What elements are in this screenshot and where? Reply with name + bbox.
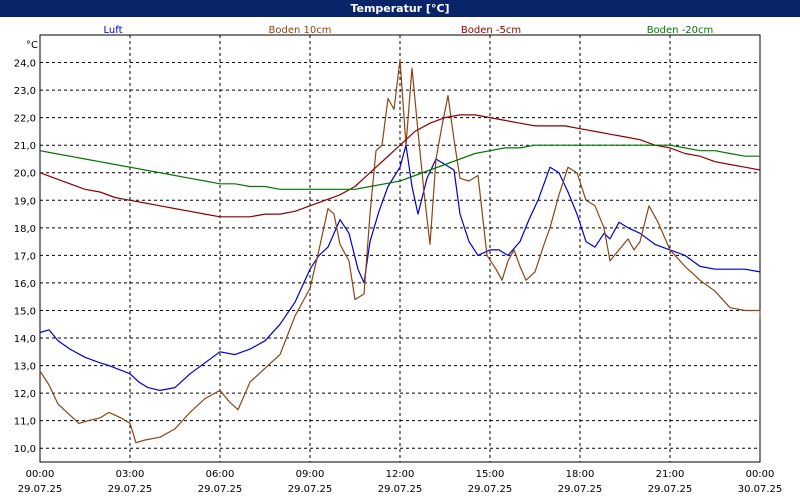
x-tick-date: 29.07.25 [288, 484, 333, 495]
y-tick-label: 18,0 [14, 224, 36, 235]
legend-entry-2: Boden 10cm [269, 25, 332, 36]
x-tick-time: 03:00 [116, 469, 145, 480]
y-tick-label: 20,0 [14, 169, 36, 180]
legend-entry-3: Boden -5cm [461, 25, 521, 36]
x-tick-date: 30.07.25 [738, 484, 783, 495]
legend-entry-4: Boden -20cm [647, 25, 714, 36]
x-tick-date: 29.07.25 [198, 484, 243, 495]
x-tick-date: 29.07.25 [468, 484, 513, 495]
y-axis-unit: °C [26, 40, 38, 51]
x-tick-time: 00:00 [746, 469, 775, 480]
window-title: Temperatur [°C] [0, 0, 800, 17]
x-tick-date: 29.07.25 [558, 484, 603, 495]
y-tick-label: 22,0 [14, 114, 36, 125]
y-tick-label: 13,0 [14, 362, 36, 373]
y-tick-label: 24,0 [14, 59, 36, 70]
x-tick-date: 29.07.25 [648, 484, 693, 495]
y-tick-label: 23,0 [14, 86, 36, 97]
x-tick-time: 18:00 [566, 469, 595, 480]
x-tick-date: 29.07.25 [108, 484, 153, 495]
y-tick-label: 15,0 [14, 306, 36, 317]
x-tick-time: 21:00 [656, 469, 685, 480]
y-tick-label: 12,0 [14, 389, 36, 400]
series-line-4 [39, 144, 760, 190]
series-line-3 [39, 114, 761, 218]
legend-entry-1: Luft [104, 25, 123, 36]
x-tick-time: 12:00 [386, 469, 415, 480]
x-tick-time: 15:00 [476, 469, 505, 480]
series-line-1 [39, 144, 761, 391]
x-tick-time: 06:00 [206, 469, 235, 480]
y-tick-label: 14,0 [14, 334, 36, 345]
y-tick-label: 16,0 [14, 279, 36, 290]
x-tick-date: 29.07.25 [18, 484, 63, 495]
y-tick-label: 11,0 [14, 417, 36, 428]
x-tick-time: 00:00 [26, 469, 55, 480]
series-line-2 [39, 59, 761, 444]
y-tick-label: 19,0 [14, 196, 36, 207]
y-tick-label: 21,0 [14, 141, 36, 152]
y-tick-label: 10,0 [14, 444, 36, 455]
x-tick-date: 29.07.25 [378, 484, 423, 495]
x-tick-time: 09:00 [296, 469, 325, 480]
y-tick-label: 17,0 [14, 251, 36, 262]
